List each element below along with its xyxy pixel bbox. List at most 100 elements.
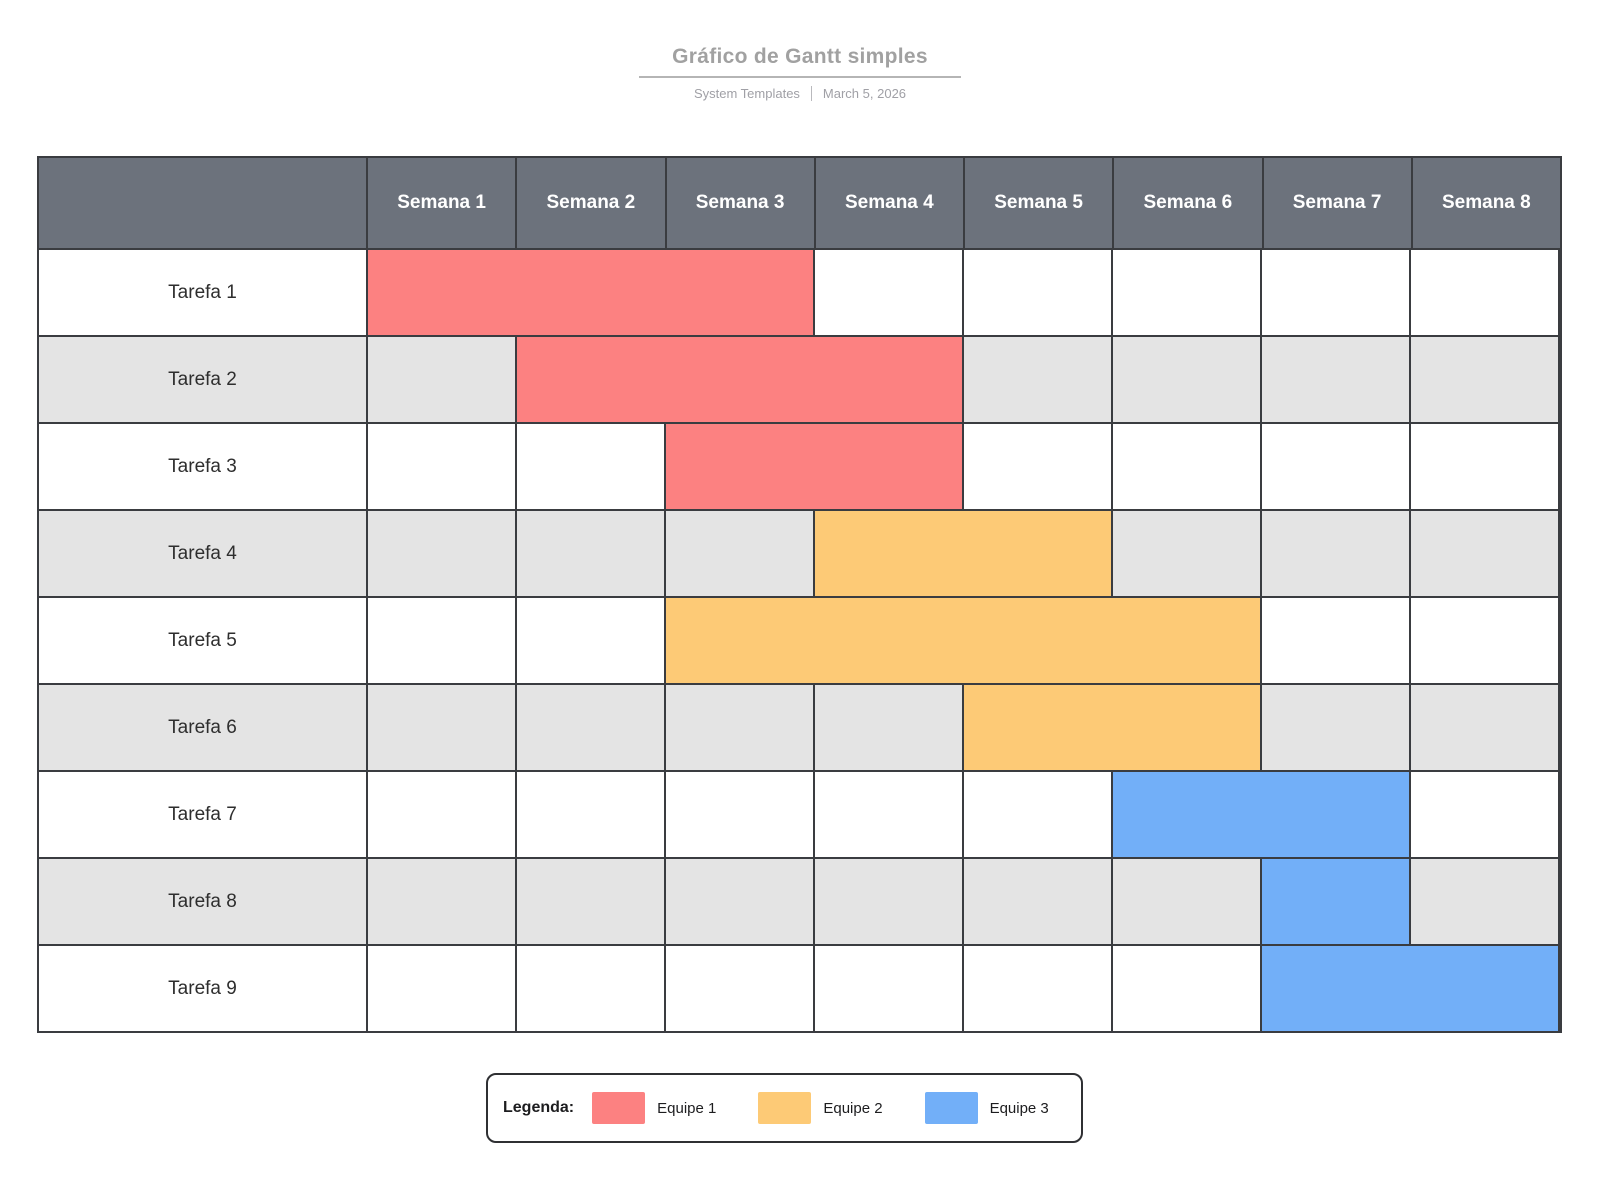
header-corner-cell [39, 158, 368, 248]
header-cell-semana-4: Semana 4 [816, 158, 965, 248]
legend-item-label: Equipe 3 [989, 1099, 1049, 1117]
header-cell-semana-6: Semana 6 [1114, 158, 1264, 248]
task-label: Tarefa 2 [39, 337, 368, 422]
legend-items: Equipe 1 Equipe 2 Equipe 3 [592, 1092, 1049, 1124]
header-cell-semana-2: Semana 2 [517, 158, 667, 248]
grid-cell [1411, 424, 1560, 509]
grid-cell [517, 511, 666, 596]
legend-item-label: Equipe 1 [657, 1099, 717, 1117]
header-cell-semana-1: Semana 1 [368, 158, 518, 248]
grid-cell [368, 772, 517, 857]
gantt-bar[interactable] [1111, 770, 1411, 859]
gantt-bar[interactable] [366, 248, 815, 337]
grid-cell [517, 424, 666, 509]
document-subtitle: System Templates March 5, 2026 [0, 86, 1600, 101]
grid-cell [1113, 511, 1262, 596]
legend-swatch [758, 1092, 812, 1124]
grid-cell [666, 859, 815, 944]
grid-cell [517, 685, 666, 770]
task-label: Tarefa 4 [39, 511, 368, 596]
grid-cell [964, 859, 1113, 944]
header-cell-semana-7: Semana 7 [1264, 158, 1413, 248]
gantt-bar[interactable] [1260, 944, 1560, 1033]
subtitle-author: System Templates [693, 86, 800, 101]
subtitle-separator [810, 86, 812, 101]
gantt-header-row: Semana 1 Semana 2 Semana 3 Semana 4 Semana 5… [39, 158, 1560, 248]
gantt-bar[interactable] [1260, 857, 1411, 946]
grid-cell [368, 598, 517, 683]
task-label: Tarefa 3 [39, 424, 368, 509]
task-row: Tarefa 3 [39, 422, 1560, 511]
grid-cell [666, 511, 815, 596]
grid-cell [1411, 337, 1560, 422]
grid-cell [1262, 598, 1411, 683]
task-row: Tarefa 6 [39, 683, 1560, 772]
legend-swatch [924, 1092, 978, 1124]
grid-cell [815, 859, 964, 944]
grid-cell [1262, 424, 1411, 509]
grid-cell [368, 337, 517, 422]
gantt-bar[interactable] [664, 596, 1262, 685]
legend-item-label: Equipe 2 [823, 1099, 883, 1117]
gantt-bar[interactable] [962, 683, 1262, 772]
grid-cell [517, 859, 666, 944]
grid-cell [1262, 511, 1411, 596]
grid-cell [1113, 250, 1262, 335]
grid-cell [368, 685, 517, 770]
legend-swatch [592, 1092, 646, 1124]
grid-cell [517, 772, 666, 857]
gantt-bar[interactable] [813, 509, 1113, 598]
grid-cell [666, 946, 815, 1031]
grid-cell [1262, 685, 1411, 770]
header-cell-semana-3: Semana 3 [667, 158, 816, 248]
grid-cell [1262, 250, 1411, 335]
grid-cell [1411, 685, 1560, 770]
grid-cell [1113, 946, 1262, 1031]
grid-cell [666, 772, 815, 857]
task-row: Tarefa 8 [39, 857, 1560, 946]
grid-cell [964, 337, 1113, 422]
document-header: Gráfico de Gantt simples System Template… [0, 45, 1600, 101]
grid-cell [517, 946, 666, 1031]
grid-cell [964, 946, 1113, 1031]
grid-cell [368, 859, 517, 944]
grid-cell [368, 946, 517, 1031]
gantt-bar[interactable] [664, 422, 964, 511]
legend-item: Equipe 1 [592, 1092, 716, 1124]
grid-cell [368, 511, 517, 596]
task-row: Tarefa 5 [39, 596, 1560, 685]
grid-cell [1411, 772, 1560, 857]
grid-cell [815, 946, 964, 1031]
grid-cell [1113, 859, 1262, 944]
grid-cell [1411, 598, 1560, 683]
task-label: Tarefa 6 [39, 685, 368, 770]
grid-cell [964, 772, 1113, 857]
legend-item: Equipe 2 [758, 1092, 883, 1124]
header-cell-semana-5: Semana 5 [965, 158, 1115, 248]
grid-cell [964, 250, 1113, 335]
grid-cell [815, 685, 964, 770]
gantt-bar[interactable] [515, 335, 964, 424]
grid-cell [1411, 859, 1560, 944]
task-row: Tarefa 1 [39, 248, 1560, 337]
task-row: Tarefa 2 [39, 335, 1560, 424]
grid-cell [1411, 250, 1560, 335]
grid-cell [368, 424, 517, 509]
grid-cell [1113, 337, 1262, 422]
title-underline [639, 76, 961, 78]
task-row: Tarefa 9 [39, 944, 1560, 1033]
task-label: Tarefa 1 [39, 250, 368, 335]
grid-cell [815, 250, 964, 335]
page-title: Gráfico de Gantt simples [672, 45, 928, 68]
gantt-chart: Semana 1 Semana 2 Semana 3 Semana 4 Semana 5… [37, 156, 1562, 1033]
subtitle-date: March 5, 2026 [822, 86, 907, 101]
task-row: Tarefa 4 [39, 509, 1560, 598]
legend-item: Equipe 3 [924, 1092, 1049, 1124]
grid-cell [815, 772, 964, 857]
task-label: Tarefa 8 [39, 859, 368, 944]
task-label: Tarefa 5 [39, 598, 368, 683]
task-label: Tarefa 9 [39, 946, 368, 1031]
legend-label: Legenda: [503, 1099, 575, 1116]
grid-cell [666, 685, 815, 770]
